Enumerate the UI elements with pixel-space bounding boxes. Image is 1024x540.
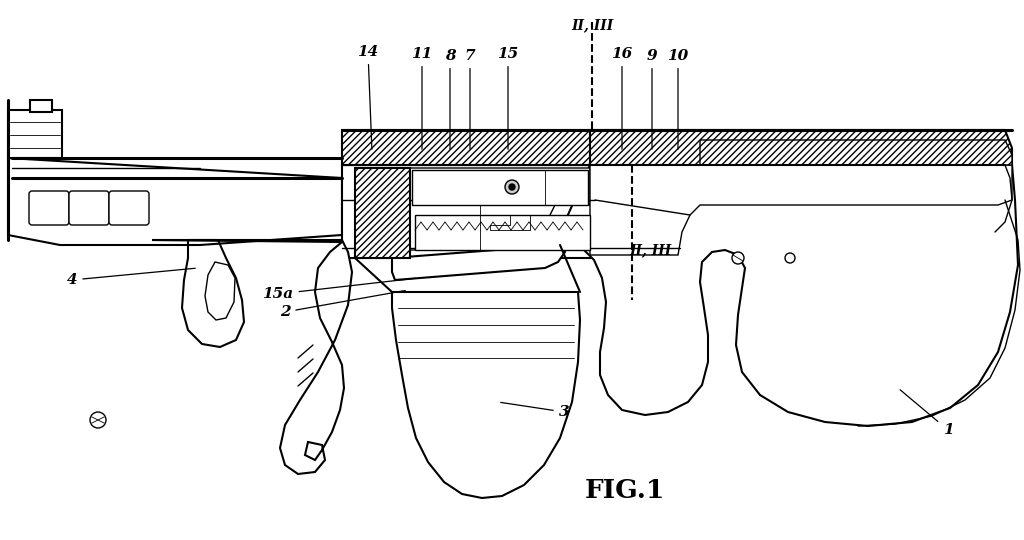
Text: 11: 11 bbox=[412, 47, 432, 149]
Polygon shape bbox=[30, 100, 52, 112]
Polygon shape bbox=[415, 215, 590, 250]
Text: 15a: 15a bbox=[262, 278, 416, 301]
Text: 2: 2 bbox=[280, 291, 406, 319]
Text: 15: 15 bbox=[498, 47, 518, 149]
Text: 8: 8 bbox=[444, 49, 456, 149]
Polygon shape bbox=[8, 158, 342, 245]
Polygon shape bbox=[590, 165, 1012, 255]
Polygon shape bbox=[700, 140, 1012, 165]
Polygon shape bbox=[342, 130, 1012, 165]
Circle shape bbox=[732, 252, 744, 264]
FancyBboxPatch shape bbox=[69, 191, 109, 225]
Polygon shape bbox=[392, 245, 565, 280]
Polygon shape bbox=[205, 262, 234, 320]
Text: II, III: II, III bbox=[570, 18, 613, 32]
Text: 10: 10 bbox=[668, 49, 688, 149]
Polygon shape bbox=[8, 110, 62, 158]
Text: 4: 4 bbox=[67, 268, 196, 287]
Polygon shape bbox=[355, 168, 590, 250]
Polygon shape bbox=[556, 165, 1018, 426]
Text: II, III: II, III bbox=[629, 243, 671, 257]
Polygon shape bbox=[412, 170, 588, 205]
Circle shape bbox=[90, 412, 106, 428]
FancyBboxPatch shape bbox=[109, 191, 150, 225]
Circle shape bbox=[509, 184, 515, 190]
Polygon shape bbox=[152, 240, 352, 474]
FancyBboxPatch shape bbox=[29, 191, 69, 225]
Text: 3: 3 bbox=[501, 402, 569, 419]
Text: 16: 16 bbox=[611, 47, 633, 149]
Polygon shape bbox=[355, 168, 410, 258]
Text: 14: 14 bbox=[357, 45, 379, 149]
Circle shape bbox=[785, 253, 795, 263]
Text: 1: 1 bbox=[900, 390, 953, 437]
Polygon shape bbox=[342, 165, 1012, 258]
Text: 7: 7 bbox=[465, 49, 475, 149]
Circle shape bbox=[505, 180, 519, 194]
Text: 9: 9 bbox=[647, 49, 657, 149]
Polygon shape bbox=[392, 292, 580, 498]
Text: FIG.1: FIG.1 bbox=[585, 477, 666, 503]
